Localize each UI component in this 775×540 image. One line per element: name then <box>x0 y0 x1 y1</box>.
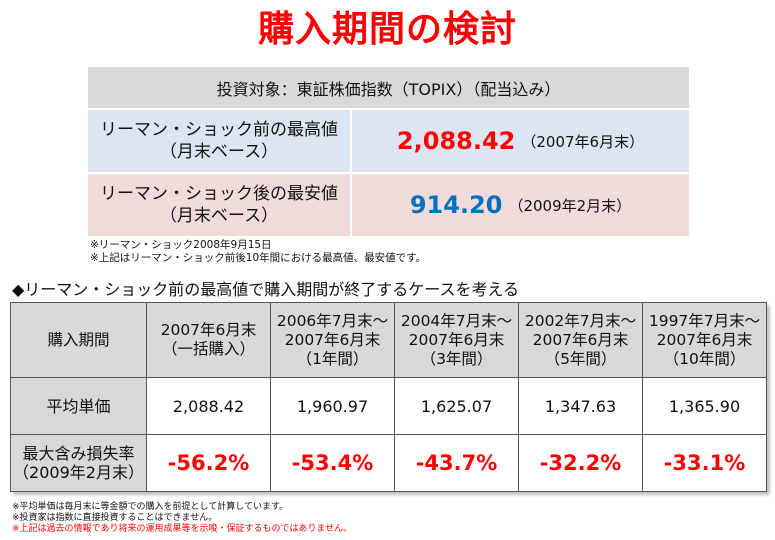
average-cell: 1,960.97 <box>270 377 395 435</box>
loss-value: -33.1% <box>663 451 746 475</box>
note: ※上記はリーマン・ショック前後10年間における最高値、最安値です。 <box>90 252 427 264</box>
period-line: 2007年6月末 <box>284 330 381 349</box>
row-header-loss: 最大含み損失率 （2009年2月末） <box>10 434 147 492</box>
summary-value-cell: 914.20 （2009年2月末） <box>352 174 689 236</box>
loss-value: -32.2% <box>539 451 622 475</box>
period-cell: 2002年7月末～ 2007年6月末 （5年間） <box>518 302 643 378</box>
loss-value: -56.2% <box>167 451 250 475</box>
high-value: 2,088.42 <box>396 127 516 155</box>
average-cell: 1,625.07 <box>394 377 519 435</box>
period-line: （一括購入） <box>161 340 255 358</box>
period-line: 1997年7月末～ <box>648 311 761 330</box>
period-line: （10年間） <box>663 349 746 368</box>
loss-value: -53.4% <box>291 451 374 475</box>
label-line: （月末ベース） <box>159 206 279 226</box>
average-cell: 1,347.63 <box>518 377 643 435</box>
average-cell: 1,365.90 <box>642 377 767 435</box>
loss-cell: -33.1% <box>642 434 767 492</box>
summary-row-low: リーマン・ショック後の最安値 （月末ベース） 914.20 （2009年2月末） <box>88 174 689 236</box>
period-line: （1年間） <box>296 349 369 368</box>
period-cell: 1997年7月末～ 2007年6月末 （10年間） <box>642 302 767 378</box>
footnote: ※平均単価は毎月末に等金額での購入を前提として計算しています。 <box>12 502 289 512</box>
low-date: （2009年2月末） <box>508 196 632 215</box>
label-line: リーマン・ショック前の最高値 <box>100 120 338 140</box>
average-cell: 2,088.42 <box>146 377 271 435</box>
summary-header: 投資対象：東証株価指数（TOPIX）（配当込み） <box>88 67 689 108</box>
period-cell: 2006年7月末～ 2007年6月末 （1年間） <box>270 302 395 378</box>
loss-header-line: 最大含み損失率 <box>22 444 135 463</box>
page-title: 購入期間の検討 <box>257 9 517 50</box>
loss-cell: -32.2% <box>518 434 643 492</box>
loss-value: -43.7% <box>415 451 498 475</box>
row-header-period: 購入期間 <box>10 302 147 378</box>
table-row-period: 購入期間 2007年6月末 （一括購入） 2006年7月末～ 2007年6月末 … <box>10 302 767 378</box>
period-line: （3年間） <box>420 349 493 368</box>
loss-cell: -43.7% <box>394 434 519 492</box>
period-line: 2006年7月末～ <box>276 311 389 330</box>
loss-cell: -53.4% <box>270 434 395 492</box>
row-header-average: 平均単価 <box>10 377 147 435</box>
period-line: 2004年7月末～ <box>400 311 513 330</box>
footnotes: ※平均単価は毎月末に等金額での購入を前提として計算しています。 ※投資家は指数に… <box>12 502 352 535</box>
period-line: 2007年6月末 <box>160 321 257 339</box>
period-line: （5年間） <box>544 349 617 368</box>
table-row-loss: 最大含み損失率 （2009年2月末） -56.2% -53.4% -43.7% … <box>10 434 767 492</box>
section-heading: ◆リーマン・ショック前の最高値で購入期間が終了するケースを考える <box>12 280 520 299</box>
period-cell: 2007年6月末 （一括購入） <box>146 302 271 378</box>
period-line: 2002年7月末～ <box>524 311 637 330</box>
footnote: ※投資家は指数に直接投資することはできません。 <box>12 513 218 523</box>
period-line: 2007年6月末 <box>532 330 629 349</box>
table-row-average: 平均単価 2,088.42 1,960.97 1,625.07 1,347.63… <box>10 377 767 435</box>
period-cell: 2004年7月末～ 2007年6月末 （3年間） <box>394 302 519 378</box>
high-date: （2007年6月末） <box>521 132 645 151</box>
period-line: 2007年6月末 <box>408 330 505 349</box>
summary-label: リーマン・ショック前の最高値 （月末ベース） <box>88 110 350 172</box>
low-value: 914.20 <box>409 191 503 219</box>
summary-row-high: リーマン・ショック前の最高値 （月末ベース） 2,088.42 （2007年6月… <box>88 110 689 172</box>
summary-table: 投資対象：東証株価指数（TOPIX）（配当込み） リーマン・ショック前の最高値 … <box>88 67 689 236</box>
summary-label: リーマン・ショック後の最安値 （月末ベース） <box>88 174 350 236</box>
loss-header-line: （2009年2月末） <box>13 463 144 482</box>
loss-cell: -56.2% <box>146 434 271 492</box>
disclaimer-footnote: ※上記は過去の情報であり将来の運用成果等を示唆・保証するものではありません。 <box>12 524 353 534</box>
label-line: （月末ベース） <box>159 142 279 162</box>
purchase-period-table: 購入期間 2007年6月末 （一括購入） 2006年7月末～ 2007年6月末 … <box>10 302 767 492</box>
summary-value-cell: 2,088.42 （2007年6月末） <box>352 110 689 172</box>
summary-notes: ※リーマン・ショック2008年9月15日 ※上記はリーマン・ショック前後10年間… <box>90 239 426 265</box>
period-line: 2007年6月末 <box>656 330 753 349</box>
note: ※リーマン・ショック2008年9月15日 <box>90 239 272 251</box>
label-line: リーマン・ショック後の最安値 <box>100 184 338 204</box>
